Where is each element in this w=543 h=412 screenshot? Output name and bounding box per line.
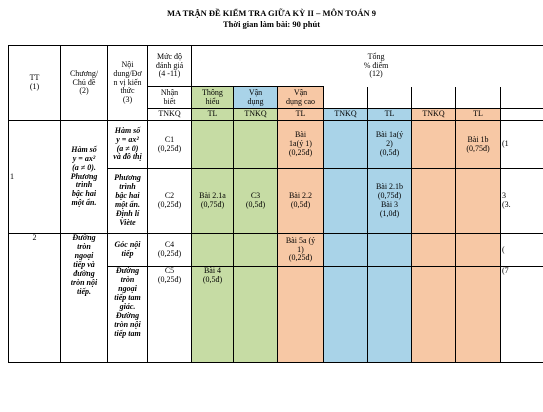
header-muc-do: Mức độ đánh giá (4 -11)	[147, 45, 192, 87]
level-van-dung-cao: Vận dụng cao	[277, 86, 324, 109]
level-thong-hieu: Thông hiểu	[191, 86, 234, 109]
matrix-cell: C5 (0,25đ)	[147, 266, 192, 363]
type-cell: TNKQ	[411, 108, 456, 121]
total-cell: (7	[500, 266, 543, 363]
type-cell: TL	[367, 108, 412, 121]
matrix-cell	[411, 266, 456, 363]
matrix-cell	[367, 233, 412, 267]
page-subtitle: Thời gian làm bài: 90 phút	[222, 19, 321, 29]
matrix-cell: C3 (0,5đ)	[233, 168, 278, 234]
type-cell: TL	[455, 108, 501, 121]
matrix-cell	[233, 233, 278, 267]
header-chuong: Chương/ Chủ đề (2)	[60, 45, 108, 121]
matrix-cell	[455, 266, 501, 363]
matrix-cell	[323, 233, 368, 267]
type-cell: TNKQ	[323, 108, 368, 121]
matrix-cell: Bài 1a(ý 2) (0,5đ)	[367, 120, 412, 169]
noi-dung-cell: Phương trình bậc hai một ẩn. Định lí Viè…	[107, 168, 148, 234]
matrix-cell: C4 (0,25đ)	[147, 233, 192, 267]
matrix-cell: Bài 5a (ý 1) (0,25đ)	[277, 233, 324, 267]
header-tt: TT (1)	[8, 45, 61, 121]
page-title: MA TRẬN ĐỀ KIỂM TRA GIỮA KỲ II – MÔN TOÁ…	[167, 8, 376, 18]
header-noi-dung: Nội dung/Đơ n vị kiến thức (3)	[107, 45, 148, 121]
tt-cell: 2	[8, 233, 61, 363]
matrix-cell	[411, 120, 456, 169]
matrix-cell: Bài 2.2 (0,5đ)	[277, 168, 324, 234]
matrix-cell: Bài 2.1b (0,75đ) Bài 3 (1,0đ)	[367, 168, 412, 234]
matrix-cell	[233, 266, 278, 363]
matrix-cell	[191, 120, 234, 169]
matrix-cell	[411, 168, 456, 234]
matrix-cell	[323, 120, 368, 169]
matrix-cell	[367, 266, 412, 363]
matrix-cell	[411, 233, 456, 267]
noi-dung-cell: Góc nội tiếp	[107, 233, 148, 267]
noi-dung-cell: Hàm số y = ax² (a ≠ 0) và đồ thị	[107, 120, 148, 169]
noi-dung-cell: Đường tròn ngoại tiếp tam giác. Đường tr…	[107, 266, 148, 363]
chuong-cell: Hàm số y = ax² (a ≠ 0). Phương trình bậc…	[60, 120, 108, 234]
matrix-cell	[277, 266, 324, 363]
total-cell: (	[500, 233, 543, 267]
tt-cell: 1	[8, 120, 61, 234]
matrix-table: TT (1) Chương/ Chủ đề (2) Nội dung/Đơ n …	[8, 45, 543, 363]
total-cell: (1	[500, 120, 543, 169]
chuong-cell: Đường tròn ngoại tiếp và đường tròn nội …	[60, 233, 108, 363]
matrix-cell	[455, 233, 501, 267]
matrix-cell	[323, 168, 368, 234]
matrix-cell	[191, 233, 234, 267]
matrix-cell	[233, 120, 278, 169]
matrix-cell	[455, 168, 501, 234]
matrix-cell: C1 (0,25đ)	[147, 120, 192, 169]
type-cell: TL	[191, 108, 234, 121]
header-tong: Tổng % điểm (12)	[190, 45, 543, 87]
level-van-dung: Vận dụng	[233, 86, 278, 109]
matrix-cell	[323, 266, 368, 363]
type-cell: TNKQ	[147, 108, 192, 121]
type-cell: TL	[277, 108, 324, 121]
matrix-cell: Bài 4 (0,5đ)	[191, 266, 234, 363]
matrix-cell: Bài 2.1a (0,75đ)	[191, 168, 234, 234]
matrix-cell: C2 (0,25đ)	[147, 168, 192, 234]
total-cell: 3 (3.	[500, 168, 543, 234]
type-cell: TNKQ	[233, 108, 278, 121]
matrix-cell: Bài 1b (0,75đ)	[455, 120, 501, 169]
level-nhan-biet: Nhận biết	[147, 86, 192, 109]
matrix-cell: Bài 1a(ý 1) (0,25đ)	[277, 120, 324, 169]
